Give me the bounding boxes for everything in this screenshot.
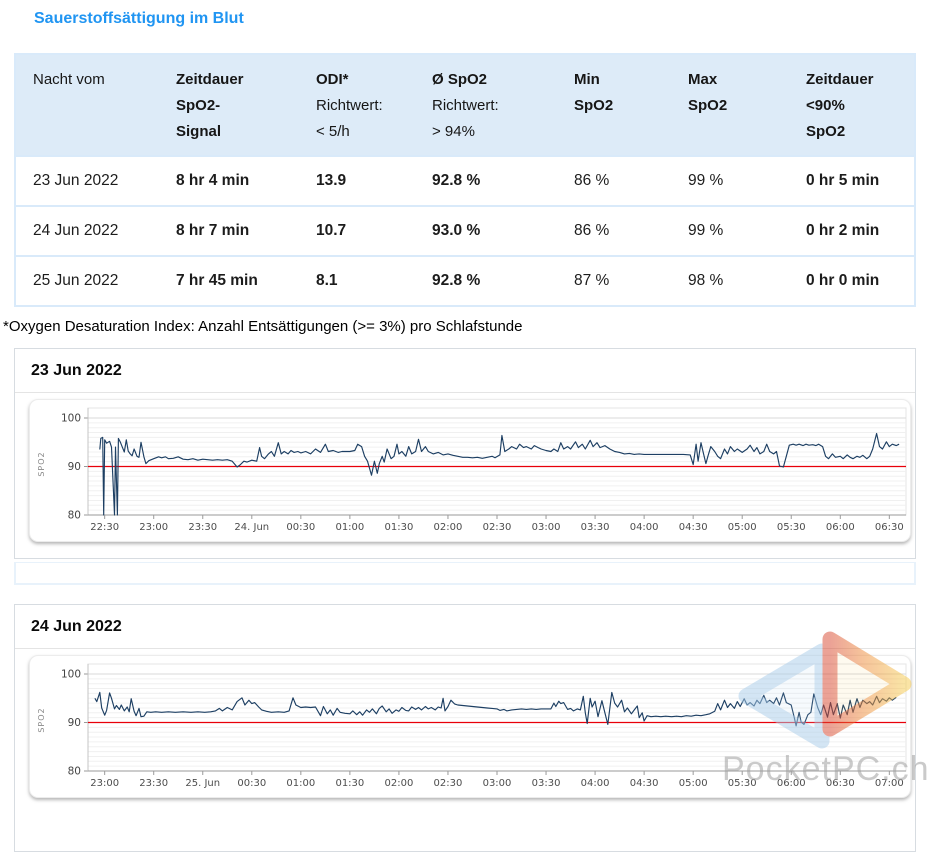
spo2-chart-23-jun: 80 90 100 22:30 23:00 23:30 24. Jun 00:30 01:00 0… bbox=[29, 399, 911, 542]
svg-text:23:00: 23:00 bbox=[90, 778, 119, 789]
svg-text:90: 90 bbox=[68, 717, 81, 729]
page-title: Sauerstoffsättigung im Blut bbox=[34, 10, 244, 27]
table-cell: 0 hr 5 min bbox=[806, 172, 880, 189]
table-cell: 23 Jun 2022 bbox=[33, 172, 119, 189]
table-row: 25 Jun 2022 7 hr 45 min 8.1 92.8 % 87 % 98 % 0… bbox=[16, 255, 914, 305]
svg-text:00:30: 00:30 bbox=[286, 522, 315, 533]
svg-text:05:30: 05:30 bbox=[728, 778, 757, 789]
svg-text:22:30: 22:30 bbox=[90, 522, 119, 533]
svg-text:01:30: 01:30 bbox=[335, 778, 364, 789]
svg-text:05:00: 05:00 bbox=[679, 778, 708, 789]
svg-text:90: 90 bbox=[68, 461, 81, 473]
column-header-3: Ø SpO2 Richtwert: > 94% bbox=[432, 71, 499, 140]
svg-text:23:30: 23:30 bbox=[188, 522, 217, 533]
column-header-6: Zeitdauer <90% SpO2 bbox=[806, 71, 874, 140]
spo2-line-chart: 80 90 100 23:00 23:30 25. Jun 00:30 01:00 01:30 0… bbox=[37, 663, 907, 789]
table-cell: 13.9 bbox=[316, 172, 347, 189]
table-cell: 99 % bbox=[688, 222, 724, 239]
svg-text:03:30: 03:30 bbox=[581, 522, 610, 533]
svg-text:04:30: 04:30 bbox=[679, 522, 708, 533]
column-header-1: Zeitdauer SpO2- Signal bbox=[176, 71, 244, 140]
svg-text:80: 80 bbox=[68, 766, 81, 778]
table-cell: 0 hr 0 min bbox=[806, 272, 880, 289]
svg-text:06:00: 06:00 bbox=[777, 778, 806, 789]
chart-panel-24-jun: 24 Jun 2022 80 90 100 23:00 23:30 25. Jun 00:3… bbox=[14, 604, 916, 852]
empty-row bbox=[14, 562, 916, 585]
svg-text:02:30: 02:30 bbox=[434, 778, 463, 789]
svg-text:07:00: 07:00 bbox=[875, 778, 904, 789]
svg-text:04:00: 04:00 bbox=[630, 522, 659, 533]
svg-text:04:30: 04:30 bbox=[630, 778, 659, 789]
svg-text:25. Jun: 25. Jun bbox=[185, 778, 220, 789]
table-cell: 8 hr 4 min bbox=[176, 172, 250, 189]
table-row: 23 Jun 2022 8 hr 4 min 13.9 92.8 % 86 % 99 % 0… bbox=[16, 155, 914, 205]
svg-text:02:00: 02:00 bbox=[385, 778, 414, 789]
chart-panel-23-jun: 23 Jun 2022 80 90 100 22:30 23:00 23:30 24. Ju… bbox=[14, 348, 916, 559]
table-cell: 24 Jun 2022 bbox=[33, 222, 119, 239]
svg-text:24. Jun: 24. Jun bbox=[234, 522, 269, 533]
table-cell: 7 hr 45 min bbox=[176, 272, 258, 289]
column-header-0: Nacht vom bbox=[33, 71, 105, 88]
svg-text:05:00: 05:00 bbox=[728, 522, 757, 533]
svg-text:03:00: 03:00 bbox=[532, 522, 561, 533]
table-header-row: Nacht vom Zeitdauer SpO2- Signal ODI* Richtwe… bbox=[16, 55, 914, 155]
column-header-5: Max SpO2 bbox=[688, 71, 728, 114]
table-cell: 99 % bbox=[688, 172, 724, 189]
svg-text:00:30: 00:30 bbox=[237, 778, 266, 789]
svg-text:23:00: 23:00 bbox=[139, 522, 168, 533]
svg-text:SPO2: SPO2 bbox=[37, 707, 46, 732]
table-cell: 8 hr 7 min bbox=[176, 222, 250, 239]
panel-heading-24-jun: 24 Jun 2022 bbox=[15, 605, 915, 649]
odi-footnote: *Oxygen Desaturation Index: Anzahl Entsä… bbox=[3, 318, 523, 335]
table-cell: 98 % bbox=[688, 272, 724, 289]
table-body: 23 Jun 2022 8 hr 4 min 13.9 92.8 % 86 % 99 % 0… bbox=[16, 155, 914, 305]
svg-text:01:00: 01:00 bbox=[286, 778, 315, 789]
table-cell: 0 hr 2 min bbox=[806, 222, 880, 239]
panel-heading-23-jun: 23 Jun 2022 bbox=[15, 349, 915, 393]
svg-text:01:00: 01:00 bbox=[335, 522, 364, 533]
svg-text:05:30: 05:30 bbox=[777, 522, 806, 533]
column-header-4: Min SpO2 bbox=[574, 71, 614, 114]
svg-text:100: 100 bbox=[61, 413, 81, 425]
column-header-2: ODI* Richtwert: < 5/h bbox=[316, 71, 383, 140]
svg-text:80: 80 bbox=[68, 510, 81, 522]
svg-text:03:30: 03:30 bbox=[532, 778, 561, 789]
svg-text:02:00: 02:00 bbox=[434, 522, 463, 533]
svg-text:06:00: 06:00 bbox=[826, 522, 855, 533]
table-cell: 10.7 bbox=[316, 222, 347, 239]
table-cell: 93.0 % bbox=[432, 222, 481, 239]
table-cell: 92.8 % bbox=[432, 172, 481, 189]
svg-text:SPO2: SPO2 bbox=[37, 451, 46, 476]
table-cell: 8.1 bbox=[316, 272, 338, 289]
spo2-line-chart: 80 90 100 22:30 23:00 23:30 24. Jun 00:30 01:00 0… bbox=[37, 407, 907, 533]
table-cell: 86 % bbox=[574, 172, 610, 189]
table-cell: 87 % bbox=[574, 272, 610, 289]
table-cell: 86 % bbox=[574, 222, 610, 239]
svg-text:04:00: 04:00 bbox=[581, 778, 610, 789]
svg-text:03:00: 03:00 bbox=[483, 778, 512, 789]
svg-text:01:30: 01:30 bbox=[385, 522, 414, 533]
svg-text:100: 100 bbox=[61, 669, 81, 681]
svg-text:23:30: 23:30 bbox=[139, 778, 168, 789]
table-row: 24 Jun 2022 8 hr 7 min 10.7 93.0 % 86 % 99 % 0… bbox=[16, 205, 914, 255]
table-cell: 92.8 % bbox=[432, 272, 481, 289]
table-cell: 25 Jun 2022 bbox=[33, 272, 119, 289]
spo2-summary-table: Nacht vom Zeitdauer SpO2- Signal ODI* Richtwe… bbox=[14, 53, 916, 307]
svg-text:02:30: 02:30 bbox=[483, 522, 512, 533]
svg-text:06:30: 06:30 bbox=[875, 522, 904, 533]
spo2-chart-24-jun: 80 90 100 23:00 23:30 25. Jun 00:30 01:00 01:30 0… bbox=[29, 655, 911, 798]
svg-text:06:30: 06:30 bbox=[826, 778, 855, 789]
